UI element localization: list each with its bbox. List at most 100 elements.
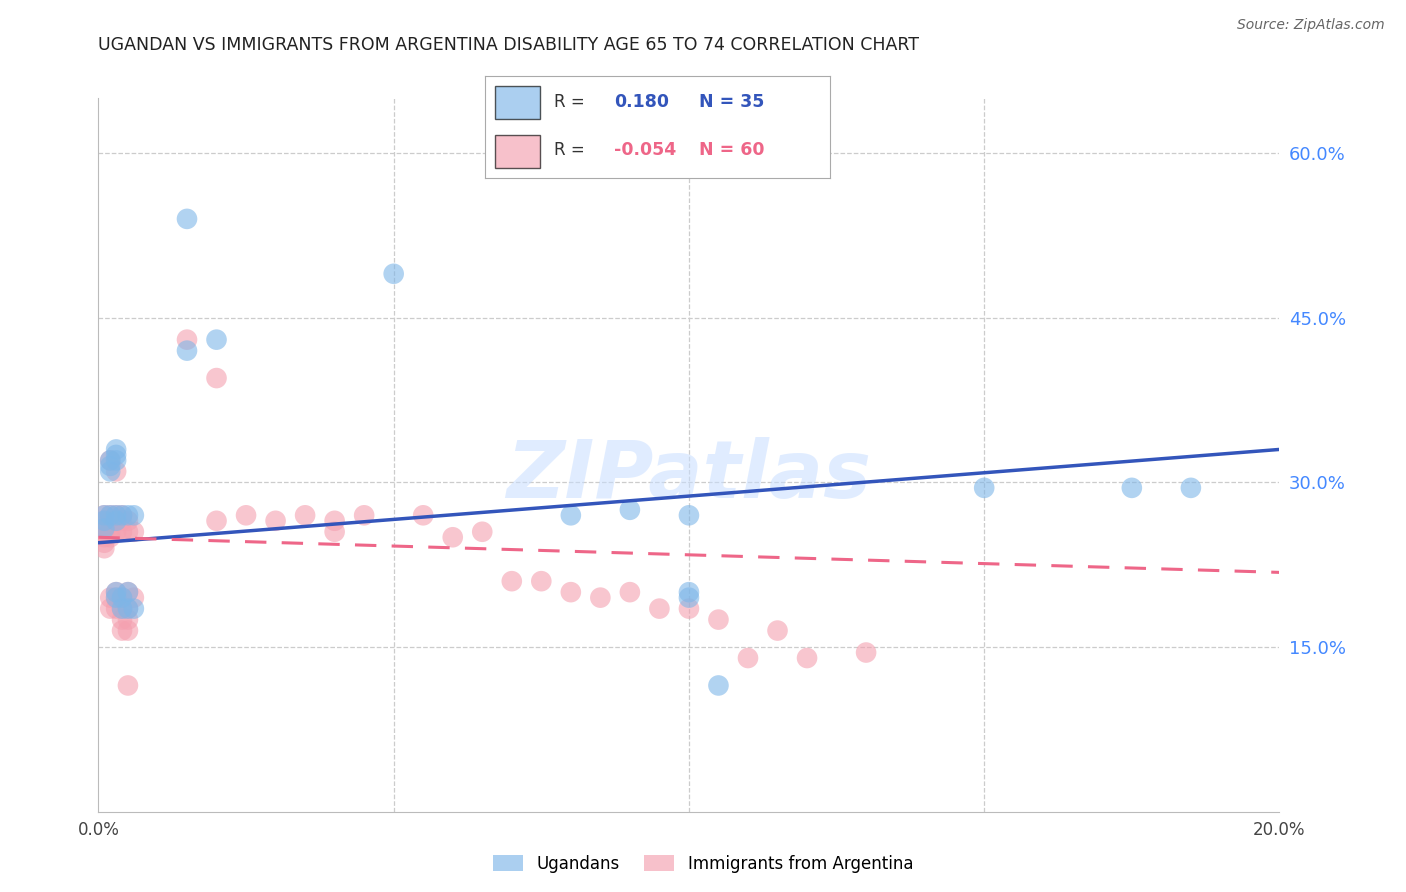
Point: [117, 585, 139, 599]
Point: [176, 333, 198, 347]
Point: [111, 524, 134, 539]
Point: [176, 211, 198, 226]
Point: [98, 601, 121, 615]
Point: [117, 624, 139, 638]
Text: ZIPatlas: ZIPatlas: [506, 437, 872, 516]
Point: [111, 508, 134, 523]
Point: [560, 585, 582, 599]
Point: [471, 524, 494, 539]
Point: [98, 524, 121, 539]
Point: [117, 613, 139, 627]
Point: [678, 591, 700, 605]
Point: [98, 453, 121, 467]
Point: [560, 508, 582, 523]
Point: [93, 521, 115, 535]
Point: [323, 514, 346, 528]
Point: [122, 601, 145, 615]
Point: [105, 591, 128, 605]
Point: [98, 508, 121, 523]
Text: Source: ZipAtlas.com: Source: ZipAtlas.com: [1237, 18, 1385, 32]
Point: [235, 508, 257, 523]
Point: [93, 508, 115, 523]
Point: [105, 524, 128, 539]
Point: [973, 481, 995, 495]
FancyBboxPatch shape: [495, 136, 540, 168]
Point: [105, 464, 128, 478]
Point: [205, 371, 228, 385]
Point: [105, 585, 128, 599]
Point: [98, 464, 121, 478]
Point: [93, 508, 115, 523]
Legend: Ugandans, Immigrants from Argentina: Ugandans, Immigrants from Argentina: [486, 848, 920, 880]
Point: [707, 678, 730, 692]
Point: [117, 508, 139, 523]
Point: [707, 613, 730, 627]
Point: [294, 508, 316, 523]
Text: -0.054: -0.054: [614, 141, 676, 159]
Point: [441, 530, 464, 544]
Point: [98, 530, 121, 544]
Point: [117, 678, 139, 692]
Point: [678, 601, 700, 615]
Point: [117, 585, 139, 599]
Point: [105, 442, 128, 457]
Point: [93, 524, 115, 539]
Point: [382, 267, 405, 281]
Point: [111, 624, 134, 638]
Point: [105, 514, 128, 528]
Point: [105, 514, 128, 528]
Text: N = 35: N = 35: [699, 93, 763, 111]
Point: [117, 601, 139, 615]
Point: [111, 508, 134, 523]
Point: [855, 646, 877, 660]
Point: [98, 591, 121, 605]
Point: [98, 453, 121, 467]
Point: [766, 624, 789, 638]
Point: [111, 601, 134, 615]
Point: [105, 508, 128, 523]
Text: R =: R =: [554, 141, 585, 159]
FancyBboxPatch shape: [495, 87, 540, 119]
Point: [176, 343, 198, 358]
Point: [117, 514, 139, 528]
Point: [619, 585, 641, 599]
Point: [737, 651, 759, 665]
Point: [122, 508, 145, 523]
Point: [530, 574, 553, 589]
Text: N = 60: N = 60: [699, 141, 763, 159]
Point: [117, 524, 139, 539]
Point: [323, 524, 346, 539]
Point: [93, 530, 115, 544]
Point: [1121, 481, 1143, 495]
Point: [111, 514, 134, 528]
Point: [105, 591, 128, 605]
Point: [93, 541, 115, 556]
Point: [1180, 481, 1202, 495]
Point: [501, 574, 523, 589]
Point: [678, 508, 700, 523]
Point: [264, 514, 287, 528]
Point: [117, 601, 139, 615]
Point: [122, 524, 145, 539]
Text: 0.180: 0.180: [614, 93, 669, 111]
Point: [105, 601, 128, 615]
Point: [678, 585, 700, 599]
Point: [105, 448, 128, 462]
Point: [205, 514, 228, 528]
Point: [111, 613, 134, 627]
Text: R =: R =: [554, 93, 585, 111]
Point: [98, 458, 121, 473]
Point: [93, 535, 115, 549]
Point: [412, 508, 434, 523]
Text: UGANDAN VS IMMIGRANTS FROM ARGENTINA DISABILITY AGE 65 TO 74 CORRELATION CHART: UGANDAN VS IMMIGRANTS FROM ARGENTINA DIS…: [98, 36, 920, 54]
Point: [105, 453, 128, 467]
Point: [105, 585, 128, 599]
Point: [353, 508, 375, 523]
Point: [93, 514, 115, 528]
Point: [98, 508, 121, 523]
Point: [98, 514, 121, 528]
Point: [93, 514, 115, 528]
Point: [619, 503, 641, 517]
Point: [648, 601, 671, 615]
Point: [122, 591, 145, 605]
